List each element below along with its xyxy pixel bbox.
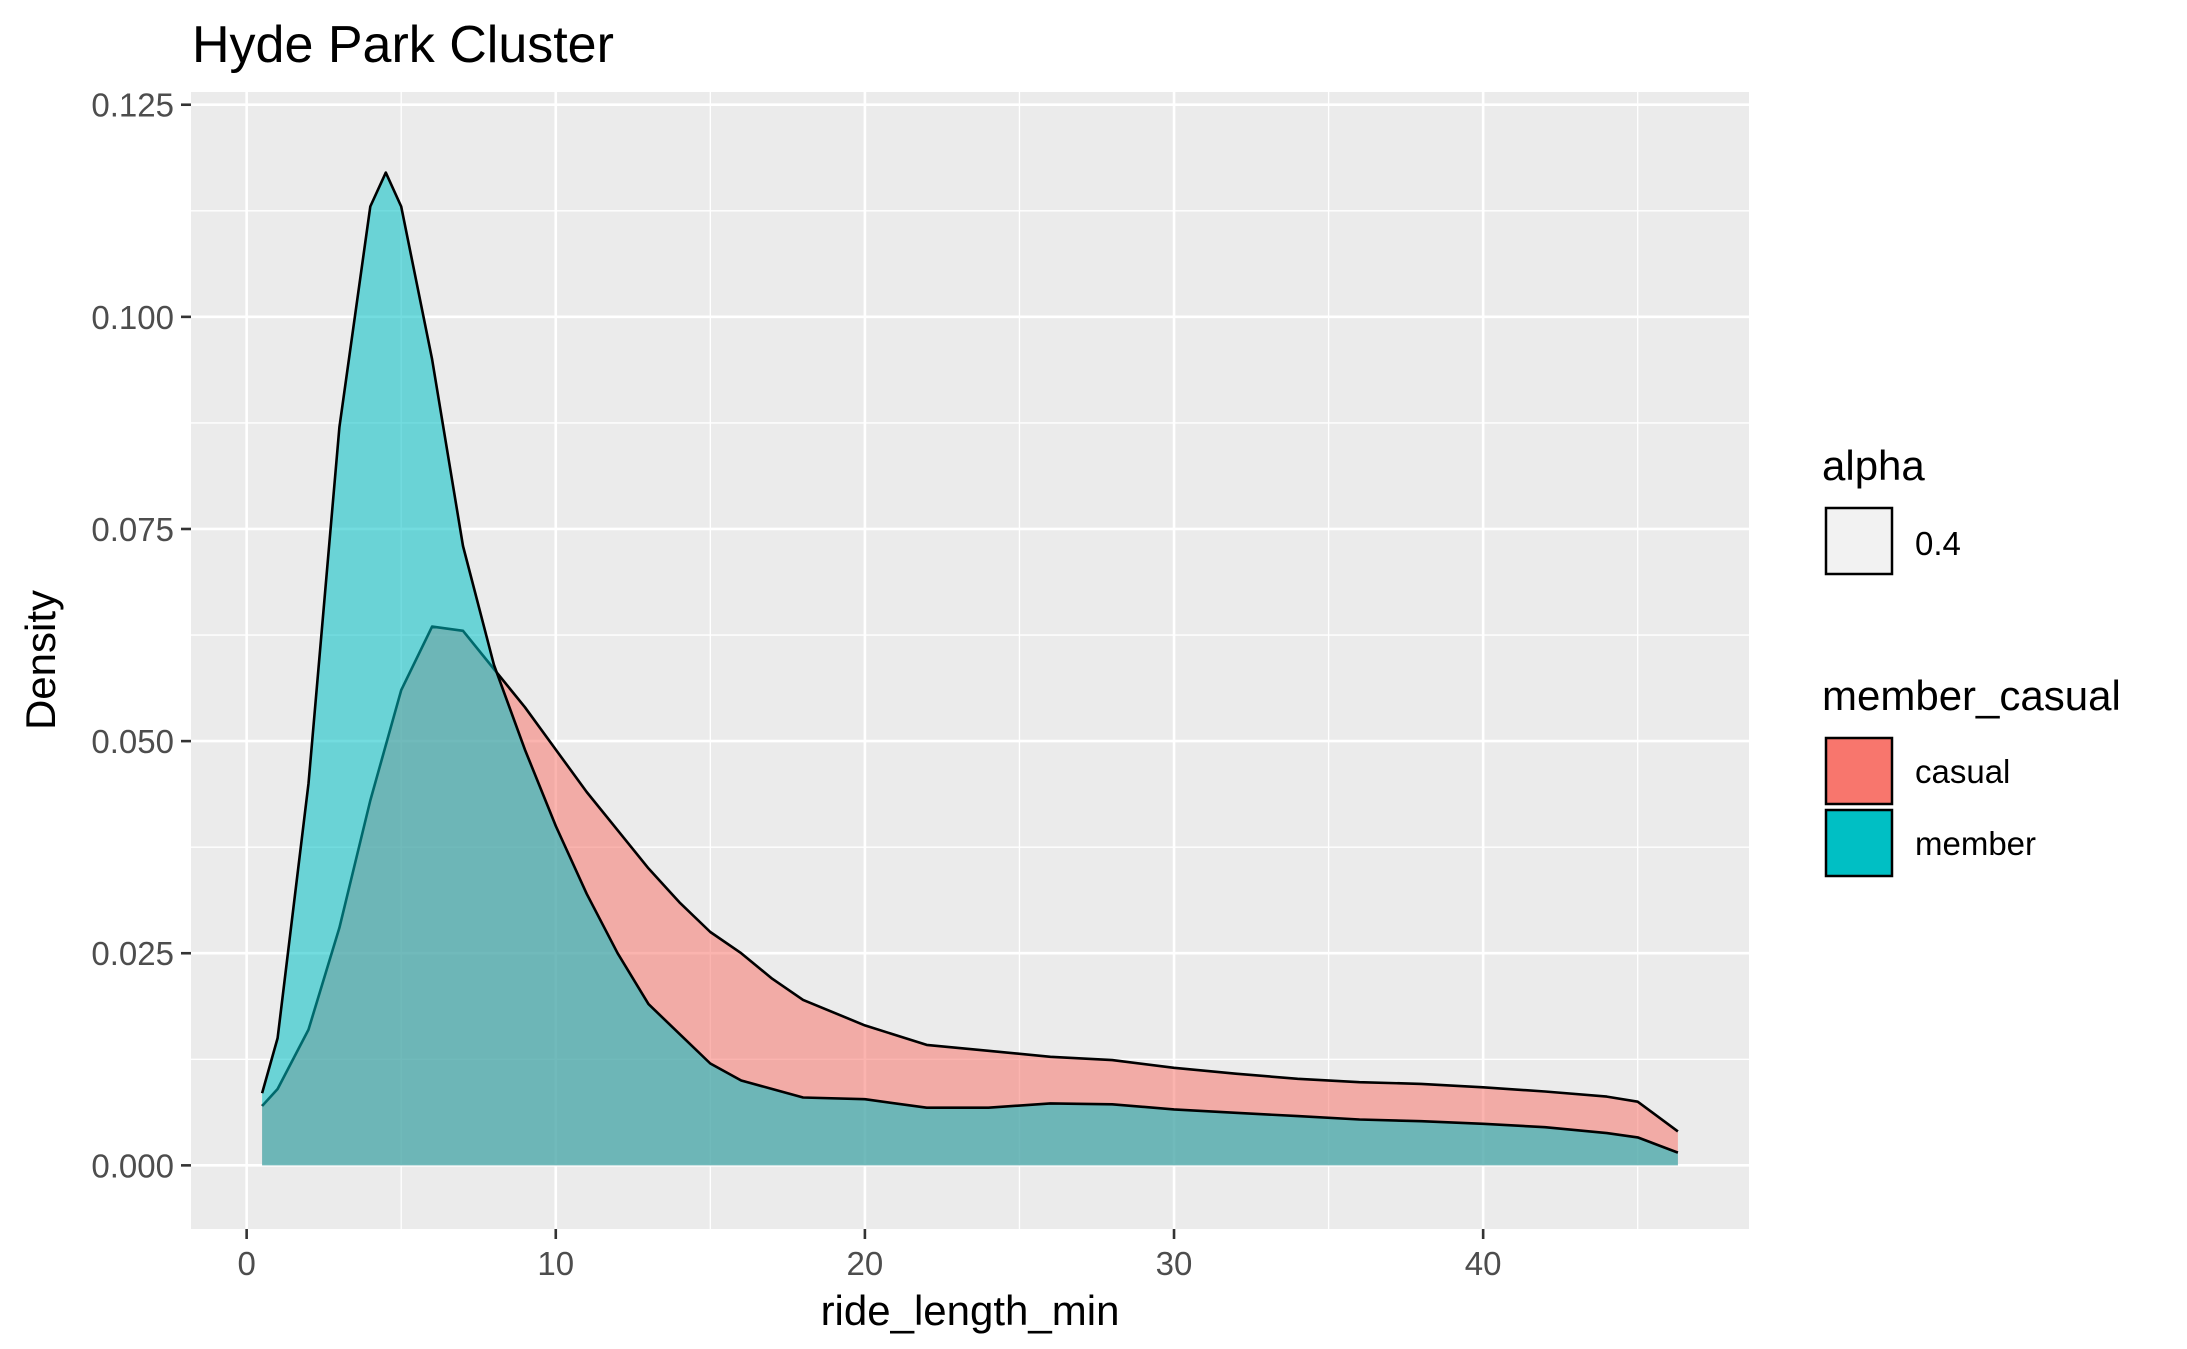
y-tick-label: 0.075 — [91, 511, 174, 548]
legend-fill-title: member_casual — [1822, 672, 2121, 719]
legend-label-member: member — [1915, 825, 2036, 862]
x-axis-title: ride_length_min — [821, 1287, 1120, 1334]
x-tick-label: 0 — [237, 1245, 255, 1282]
legend-alpha-title: alpha — [1822, 442, 1925, 489]
y-tick-label: 0.025 — [91, 935, 174, 972]
y-tick-label: 0.125 — [91, 87, 174, 124]
y-tick-label: 0.050 — [91, 723, 174, 760]
legend-key-member — [1824, 808, 1894, 878]
y-tick-label: 0.100 — [91, 299, 174, 336]
legend-alpha-label: 0.4 — [1915, 525, 1961, 562]
x-axis: 0 10 20 30 40 — [237, 1229, 1502, 1282]
legend: alpha 0.4 member_casual casual member — [1822, 442, 2121, 878]
x-tick-label: 30 — [1156, 1245, 1193, 1282]
line-member — [260, 171, 1679, 1154]
x-tick-label: 20 — [847, 1245, 884, 1282]
density-areas — [260, 171, 1679, 1166]
legend-label-casual: casual — [1915, 753, 2010, 790]
x-tick-label: 40 — [1465, 1245, 1502, 1282]
y-axis-title: Density — [17, 590, 64, 730]
y-tick-label: 0.000 — [91, 1147, 174, 1184]
x-tick-label: 10 — [537, 1245, 574, 1282]
legend-alpha-key — [1824, 506, 1894, 576]
y-axis: 0.000 0.025 0.050 0.075 0.100 0.125 — [91, 87, 191, 1184]
legend-key-casual — [1824, 736, 1894, 806]
area-member — [262, 172, 1678, 1166]
chart-title: Hyde Park Cluster — [192, 16, 614, 74]
